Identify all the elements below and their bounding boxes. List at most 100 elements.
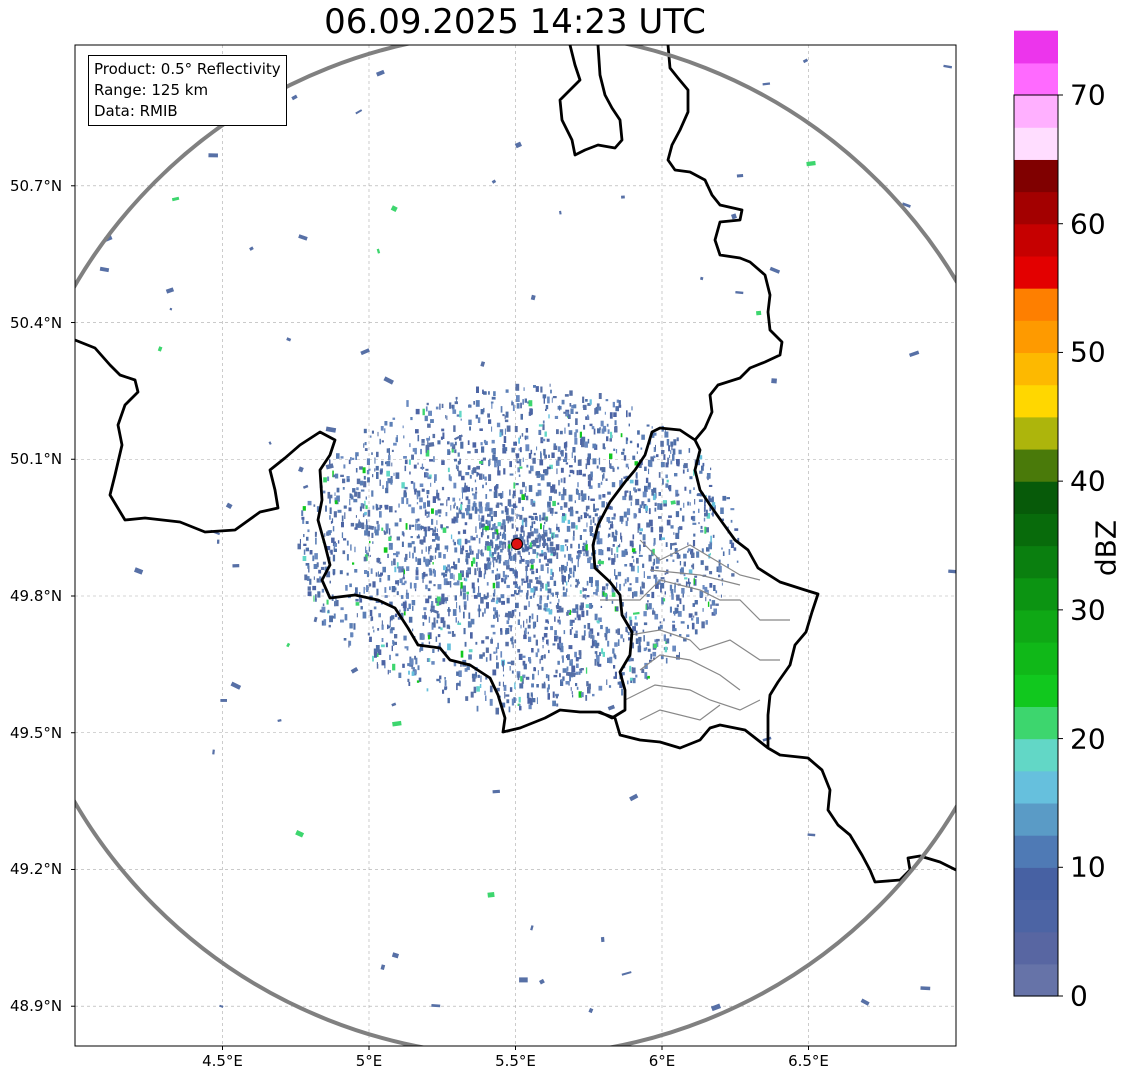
echo-pixel (546, 482, 551, 487)
echo-pixel (611, 558, 615, 565)
echo-pixel (495, 559, 498, 563)
echo-pixel (334, 497, 337, 503)
echo-pixel (492, 592, 495, 597)
echo-pixel (629, 540, 634, 547)
echo-pixel (411, 524, 415, 527)
echo-pixel (535, 652, 538, 658)
echo-pixel (622, 448, 625, 452)
echo-pixel (400, 612, 404, 619)
echo-pixel (598, 524, 601, 528)
echo-pixel (460, 650, 464, 658)
echo-pixel (438, 598, 442, 606)
echo-pixel (326, 599, 329, 605)
echo-pixel (423, 526, 427, 532)
echo-pixel (655, 577, 658, 584)
echo-pixel (570, 543, 573, 549)
echo-pixel (901, 202, 911, 208)
echo-pixel (705, 527, 709, 533)
echo-pixel (516, 527, 519, 532)
echo-pixel (432, 530, 436, 533)
echo-pixel (619, 543, 621, 547)
echo-pixel (333, 511, 337, 518)
echo-pixel (637, 523, 641, 530)
echo-pixel (502, 491, 504, 498)
echo-pixel (387, 553, 389, 558)
echo-pixel (216, 539, 220, 544)
echo-pixel (480, 409, 484, 415)
echo-pixel (495, 538, 497, 542)
echo-pixel (613, 653, 616, 658)
echo-pixel (474, 448, 478, 454)
echo-pixel (490, 401, 494, 404)
echo-pixel (526, 539, 529, 546)
echo-pixel (412, 669, 417, 676)
echo-pixel (432, 433, 436, 439)
echo-pixel (437, 440, 441, 445)
echo-pixel (511, 402, 514, 406)
echo-pixel (520, 527, 524, 533)
echo-pixel (707, 601, 710, 607)
echo-pixel (495, 600, 499, 604)
echo-pixel (517, 673, 520, 681)
echo-pixel (477, 674, 480, 678)
echo-pixel (401, 582, 406, 586)
echo-pixel (509, 518, 511, 523)
echo-pixel (575, 671, 579, 675)
echo-pixel (426, 437, 431, 441)
echo-pixel (381, 460, 384, 466)
echo-pixel (593, 428, 596, 435)
echo-pixel (576, 555, 580, 560)
echo-pixel (718, 565, 722, 573)
echo-pixel (391, 702, 397, 707)
echo-pixel (613, 513, 616, 517)
echo-pixel (501, 533, 504, 539)
echo-pixel (530, 698, 533, 706)
echo-pixel (594, 523, 597, 526)
echo-pixel (484, 690, 486, 696)
echo-pixel (629, 793, 639, 802)
echo-pixel (469, 426, 471, 431)
echo-pixel (433, 456, 435, 463)
echo-pixel (533, 592, 536, 596)
echo-pixel (570, 619, 572, 623)
echo-pixel (709, 583, 713, 588)
echo-pixel (693, 533, 696, 537)
echo-pixel (606, 423, 609, 427)
echo-pixel (448, 625, 451, 630)
echo-pixel (521, 655, 526, 658)
echo-pixel (514, 590, 517, 595)
echo-pixel (606, 547, 611, 552)
echo-pixel (493, 511, 497, 517)
echo-pixel (395, 653, 399, 657)
echo-pixel (597, 560, 605, 565)
echo-pixel (598, 393, 602, 399)
echo-pixel (645, 477, 649, 483)
echo-pixel (575, 683, 578, 687)
echo-pixel (560, 506, 563, 510)
echo-pixel (370, 616, 374, 621)
echo-pixel (550, 553, 553, 556)
echo-pixel (648, 519, 653, 527)
echo-pixel (727, 563, 729, 568)
colorbar-tick-label: 40 (1070, 464, 1106, 498)
echo-pixel (601, 501, 605, 508)
echo-pixel (679, 598, 682, 605)
echo-pixel (503, 674, 505, 677)
echo-pixel (524, 539, 526, 545)
echo-pixel (463, 577, 465, 581)
echo-pixel (465, 553, 470, 558)
echo-pixel (617, 571, 622, 577)
echo-pixel (626, 437, 629, 441)
echo-pixel (609, 463, 612, 468)
echo-pixel (618, 400, 621, 405)
echo-pixel (478, 502, 481, 508)
echo-pixel (548, 527, 550, 530)
echo-pixel (396, 562, 399, 568)
echo-pixel (682, 469, 685, 474)
echo-pixel (690, 552, 695, 558)
echo-pixel (525, 435, 527, 441)
echo-pixel (579, 535, 582, 540)
echo-pixel (521, 494, 526, 500)
echo-pixel (606, 628, 611, 634)
echo-pixel (609, 438, 612, 442)
